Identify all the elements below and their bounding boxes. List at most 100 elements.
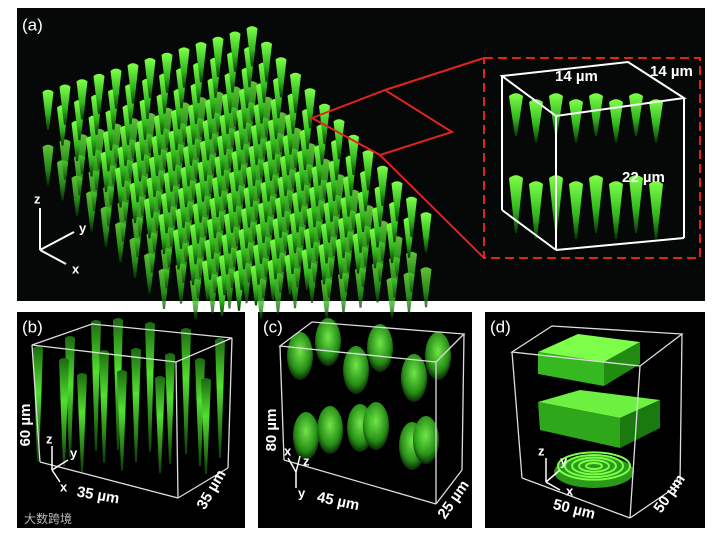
inset-cube [499,60,687,251]
panel-label: (b) [22,317,43,336]
panel-label: (a) [22,15,43,34]
dim-label: 14 µm [650,63,693,80]
cone [215,338,225,458]
cone [290,72,301,113]
cone [609,181,623,239]
cone [509,93,523,136]
cone [391,181,403,222]
axis-label: y [560,453,568,468]
cone [229,31,241,72]
slab [620,400,660,448]
cone [406,251,417,292]
cone [33,346,43,462]
axis-label: x [566,483,574,498]
ring [571,456,617,476]
blob [317,406,343,454]
ring [585,461,603,471]
cone [131,348,141,462]
cone [42,89,54,130]
cone [589,175,603,233]
slab [538,334,640,362]
ring [557,451,631,481]
cone [195,42,207,83]
cone [377,165,388,206]
cone [145,322,155,452]
axis-label: z [538,443,545,458]
cone [261,41,272,82]
axis-label: y [298,485,306,500]
cone [155,376,165,474]
box [31,323,233,499]
cone [275,57,287,98]
axis-label: x [72,261,80,276]
cone [246,26,258,67]
blob [413,416,439,464]
cone [117,370,127,471]
axis-label: z [34,191,41,206]
dim-label: 22 µm [622,169,665,186]
box [278,321,466,505]
selection [309,88,455,157]
cone [42,144,54,185]
cone [529,99,543,142]
cone [77,373,87,472]
panel-label: (c) [263,317,283,336]
axis-label: z [46,431,53,446]
cone [59,358,69,466]
cone [110,68,122,109]
cone [76,79,88,120]
blob [425,332,451,380]
axis-label: z [303,453,310,468]
cone [649,181,663,239]
cone [212,36,224,77]
cone [509,175,523,233]
cone [161,52,173,93]
cone [569,181,583,239]
cone [144,58,156,99]
cone [99,350,109,463]
cone [420,212,432,253]
dim-label: 60 µm [17,404,34,447]
cone [406,196,417,237]
zoom-line [379,154,485,259]
axis-label: y [79,220,87,235]
cone [549,93,563,136]
cone [93,73,105,115]
cone [304,88,316,129]
blob [401,354,427,402]
panel-label: (d) [490,317,511,336]
box [510,325,684,519]
cone [59,139,71,180]
overlay: (a) 14 µm 14 µm 22 µm z y x (b) 60 µm 35… [17,15,701,526]
blob [293,412,319,460]
blob [363,402,389,450]
cone [569,99,583,142]
axis-triad [39,208,75,265]
inset-frame [483,57,701,259]
cone [127,63,139,104]
axis-label: x [60,479,68,494]
cone [362,150,374,191]
blob [287,332,313,380]
cone [181,328,191,454]
cone [589,93,603,136]
cone [609,99,623,142]
axis-triad [287,455,301,488]
cone [59,84,71,125]
dim-label: 14 µm [555,68,598,85]
cone [178,47,190,88]
blob [343,346,369,394]
blob [315,318,341,366]
slab [538,402,620,448]
zoom-line [384,57,485,91]
axis-triad [545,458,561,491]
cone [165,353,175,464]
axis-triad [51,446,69,483]
cone [348,134,359,175]
cone [529,181,543,239]
watermark: 大数跨境 [24,511,72,526]
slab [538,390,660,418]
dim-label: 80 µm [263,409,280,452]
ring [564,453,624,479]
